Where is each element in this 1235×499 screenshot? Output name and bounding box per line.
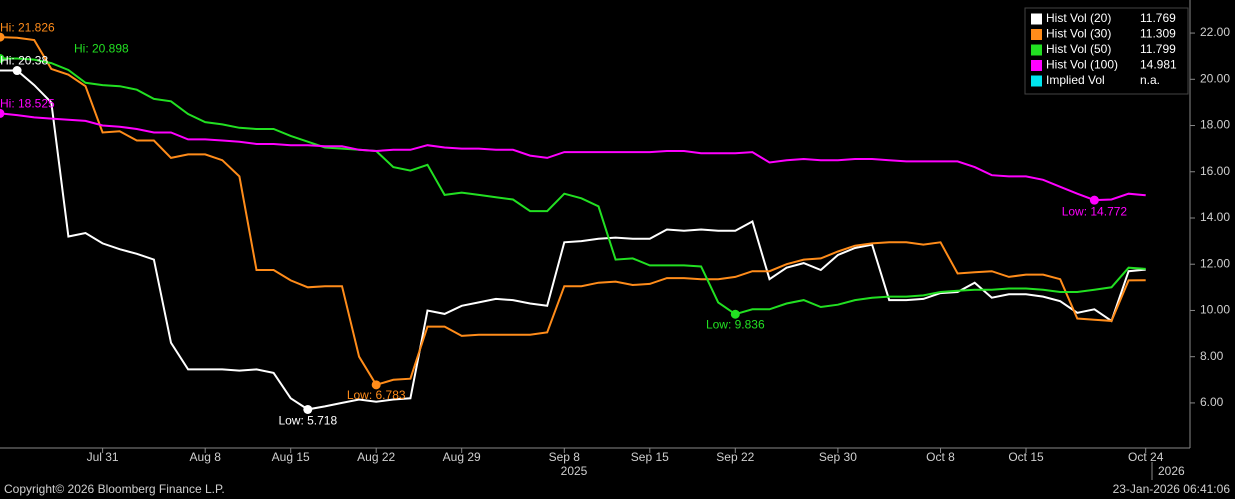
annotation: Hi: 21.826: [0, 20, 55, 34]
legend-value: n.a.: [1140, 73, 1160, 87]
legend-label: Hist Vol (30): [1046, 27, 1111, 41]
y-tick-label: 10.00: [1200, 303, 1230, 317]
annotation: Hi: 20.898: [74, 42, 129, 56]
extreme-marker: [371, 380, 381, 390]
x-tick-label: Sep 15: [631, 450, 669, 464]
x-tick-label: Oct 15: [1008, 450, 1044, 464]
x-tick-label: Aug 29: [443, 450, 481, 464]
legend-swatch: [1031, 75, 1042, 87]
legend-value: 14.981: [1140, 58, 1177, 72]
x-tick-label: Aug 8: [190, 450, 222, 464]
x-tick-label: Jul 31: [87, 450, 119, 464]
x-tick-label: Sep 8: [549, 450, 581, 464]
series-line: [0, 57, 1146, 316]
legend-swatch: [1031, 29, 1042, 40]
legend-value: 11.769: [1140, 11, 1176, 25]
timestamp: 23-Jan-2026 06:41:06: [1113, 482, 1231, 496]
y-tick-label: 16.00: [1200, 164, 1230, 178]
x-tick-label: Sep 30: [819, 450, 857, 464]
x-tick-label: Aug 15: [272, 450, 310, 464]
x-tick-label: Aug 22: [357, 450, 395, 464]
year-label: 2025: [561, 464, 588, 478]
legend-value: 11.799: [1140, 42, 1176, 56]
extreme-marker: [0, 108, 5, 118]
x-tick-label: Sep 22: [716, 450, 754, 464]
legend-label: Hist Vol (50): [1046, 42, 1111, 56]
annotation: Low: 5.718: [278, 414, 337, 428]
series-line: [0, 112, 1146, 202]
annotation: Hi: 20.38: [0, 54, 48, 68]
legend-label: Hist Vol (100): [1046, 58, 1118, 72]
legend-swatch: [1031, 13, 1042, 25]
x-tick-label: Oct 24: [1128, 450, 1164, 464]
series-line: [0, 36, 1146, 386]
y-tick-label: 14.00: [1200, 210, 1230, 224]
legend-value: 11.309: [1140, 27, 1176, 41]
x-tick-label: Oct 8: [926, 450, 955, 464]
annotation: Low: 14.772: [1062, 204, 1128, 218]
legend-box: [1024, 7, 1189, 95]
y-tick-label: 20.00: [1200, 71, 1230, 85]
series-line: [0, 69, 1146, 411]
y-tick-label: 18.00: [1200, 118, 1230, 132]
annotation: Hi: 18.525: [0, 97, 55, 111]
extreme-marker: [1089, 195, 1099, 205]
copyright: Copyright© 2026 Bloomberg Finance L.P.: [4, 482, 225, 496]
extreme-marker: [0, 54, 5, 64]
extreme-marker: [730, 309, 740, 319]
extreme-marker: [12, 66, 22, 76]
y-tick-label: 8.00: [1200, 349, 1224, 363]
legend-swatch: [1031, 60, 1042, 71]
legend-swatch: [1031, 44, 1042, 56]
y-tick-label: 12.00: [1200, 256, 1230, 270]
extreme-marker: [303, 404, 313, 414]
annotation: Low: 9.836: [706, 317, 765, 331]
year-label: 2026: [1158, 464, 1185, 478]
extreme-marker: [0, 32, 5, 42]
y-tick-label: 22.00: [1200, 25, 1230, 39]
y-tick-label: 6.00: [1200, 395, 1224, 409]
legend-label: Hist Vol (20): [1046, 11, 1111, 25]
annotation: Low: 6.783: [347, 388, 406, 402]
legend-label: Implied Vol: [1046, 73, 1105, 87]
